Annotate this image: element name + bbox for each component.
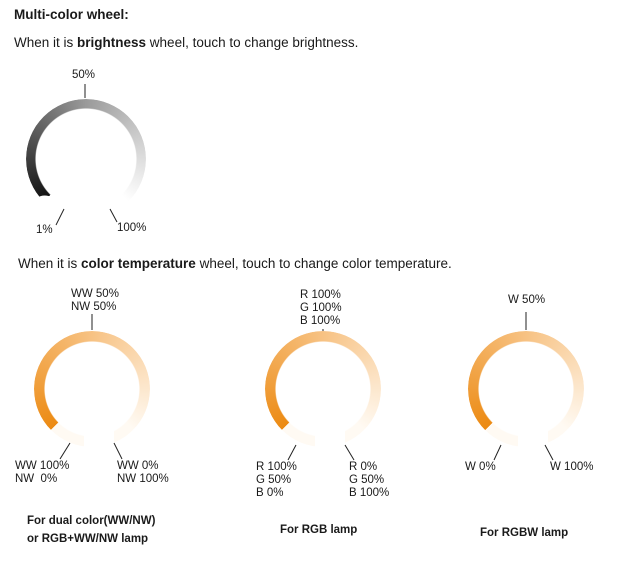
ww-nw-left-label: WW 100% NW 0% [15, 460, 70, 485]
rgb-top-label: R 100% G 100% B 100% [300, 289, 342, 327]
brightness-right-label: 100% [117, 222, 147, 234]
brightness-intro: When it is brightness wheel, touch to ch… [14, 35, 359, 50]
rgbw-right-leader [544, 444, 554, 461]
ww-nw-right-label: WW 0% NW 100% [117, 460, 169, 485]
rgbw-left-leader [493, 444, 502, 461]
color-temp-intro: When it is color temperature wheel, touc… [18, 256, 452, 271]
brightness-left-leader [55, 208, 65, 226]
rgbw-wheel[interactable] [468, 331, 584, 449]
rgbw-right-label: W 100% [550, 461, 594, 473]
brightness-gap-cover [37, 195, 53, 207]
rgb-right-leader [344, 444, 355, 461]
brightness-right-leader [109, 208, 118, 223]
rgbw-top-label: W 50% [508, 294, 546, 306]
brightness-wheel[interactable] [26, 99, 146, 219]
rgbw-gap [518, 423, 548, 449]
ww-nw-gap [84, 423, 114, 449]
rgb-left-leader [287, 444, 297, 461]
ww-nw-left-leader [59, 442, 71, 460]
ww-nw-caption: For dual color(WW/NW) or RGB+WW/NW lamp [27, 515, 156, 545]
rgb-wheel[interactable] [265, 331, 381, 449]
brightness-left-label: 1% [36, 224, 53, 236]
rgbw-left-label: W 0% [465, 461, 496, 473]
rgb-right-label: R 0% G 50% B 100% [349, 461, 390, 499]
ww-nw-wheel[interactable] [34, 331, 150, 449]
rgb-caption: For RGB lamp [280, 524, 358, 536]
page-title: Multi-color wheel: [14, 7, 129, 22]
rgb-left-label: R 100% G 50% B 0% [256, 461, 297, 499]
rgbw-caption: For RGBW lamp [480, 527, 569, 539]
brightness-gap-cover-right [118, 200, 136, 219]
ww-nw-top-label: WW 50% NW 50% [71, 288, 119, 313]
brightness-top-label: 50% [72, 69, 96, 81]
ww-nw-right-leader [113, 442, 123, 460]
rgb-gap [315, 423, 345, 449]
